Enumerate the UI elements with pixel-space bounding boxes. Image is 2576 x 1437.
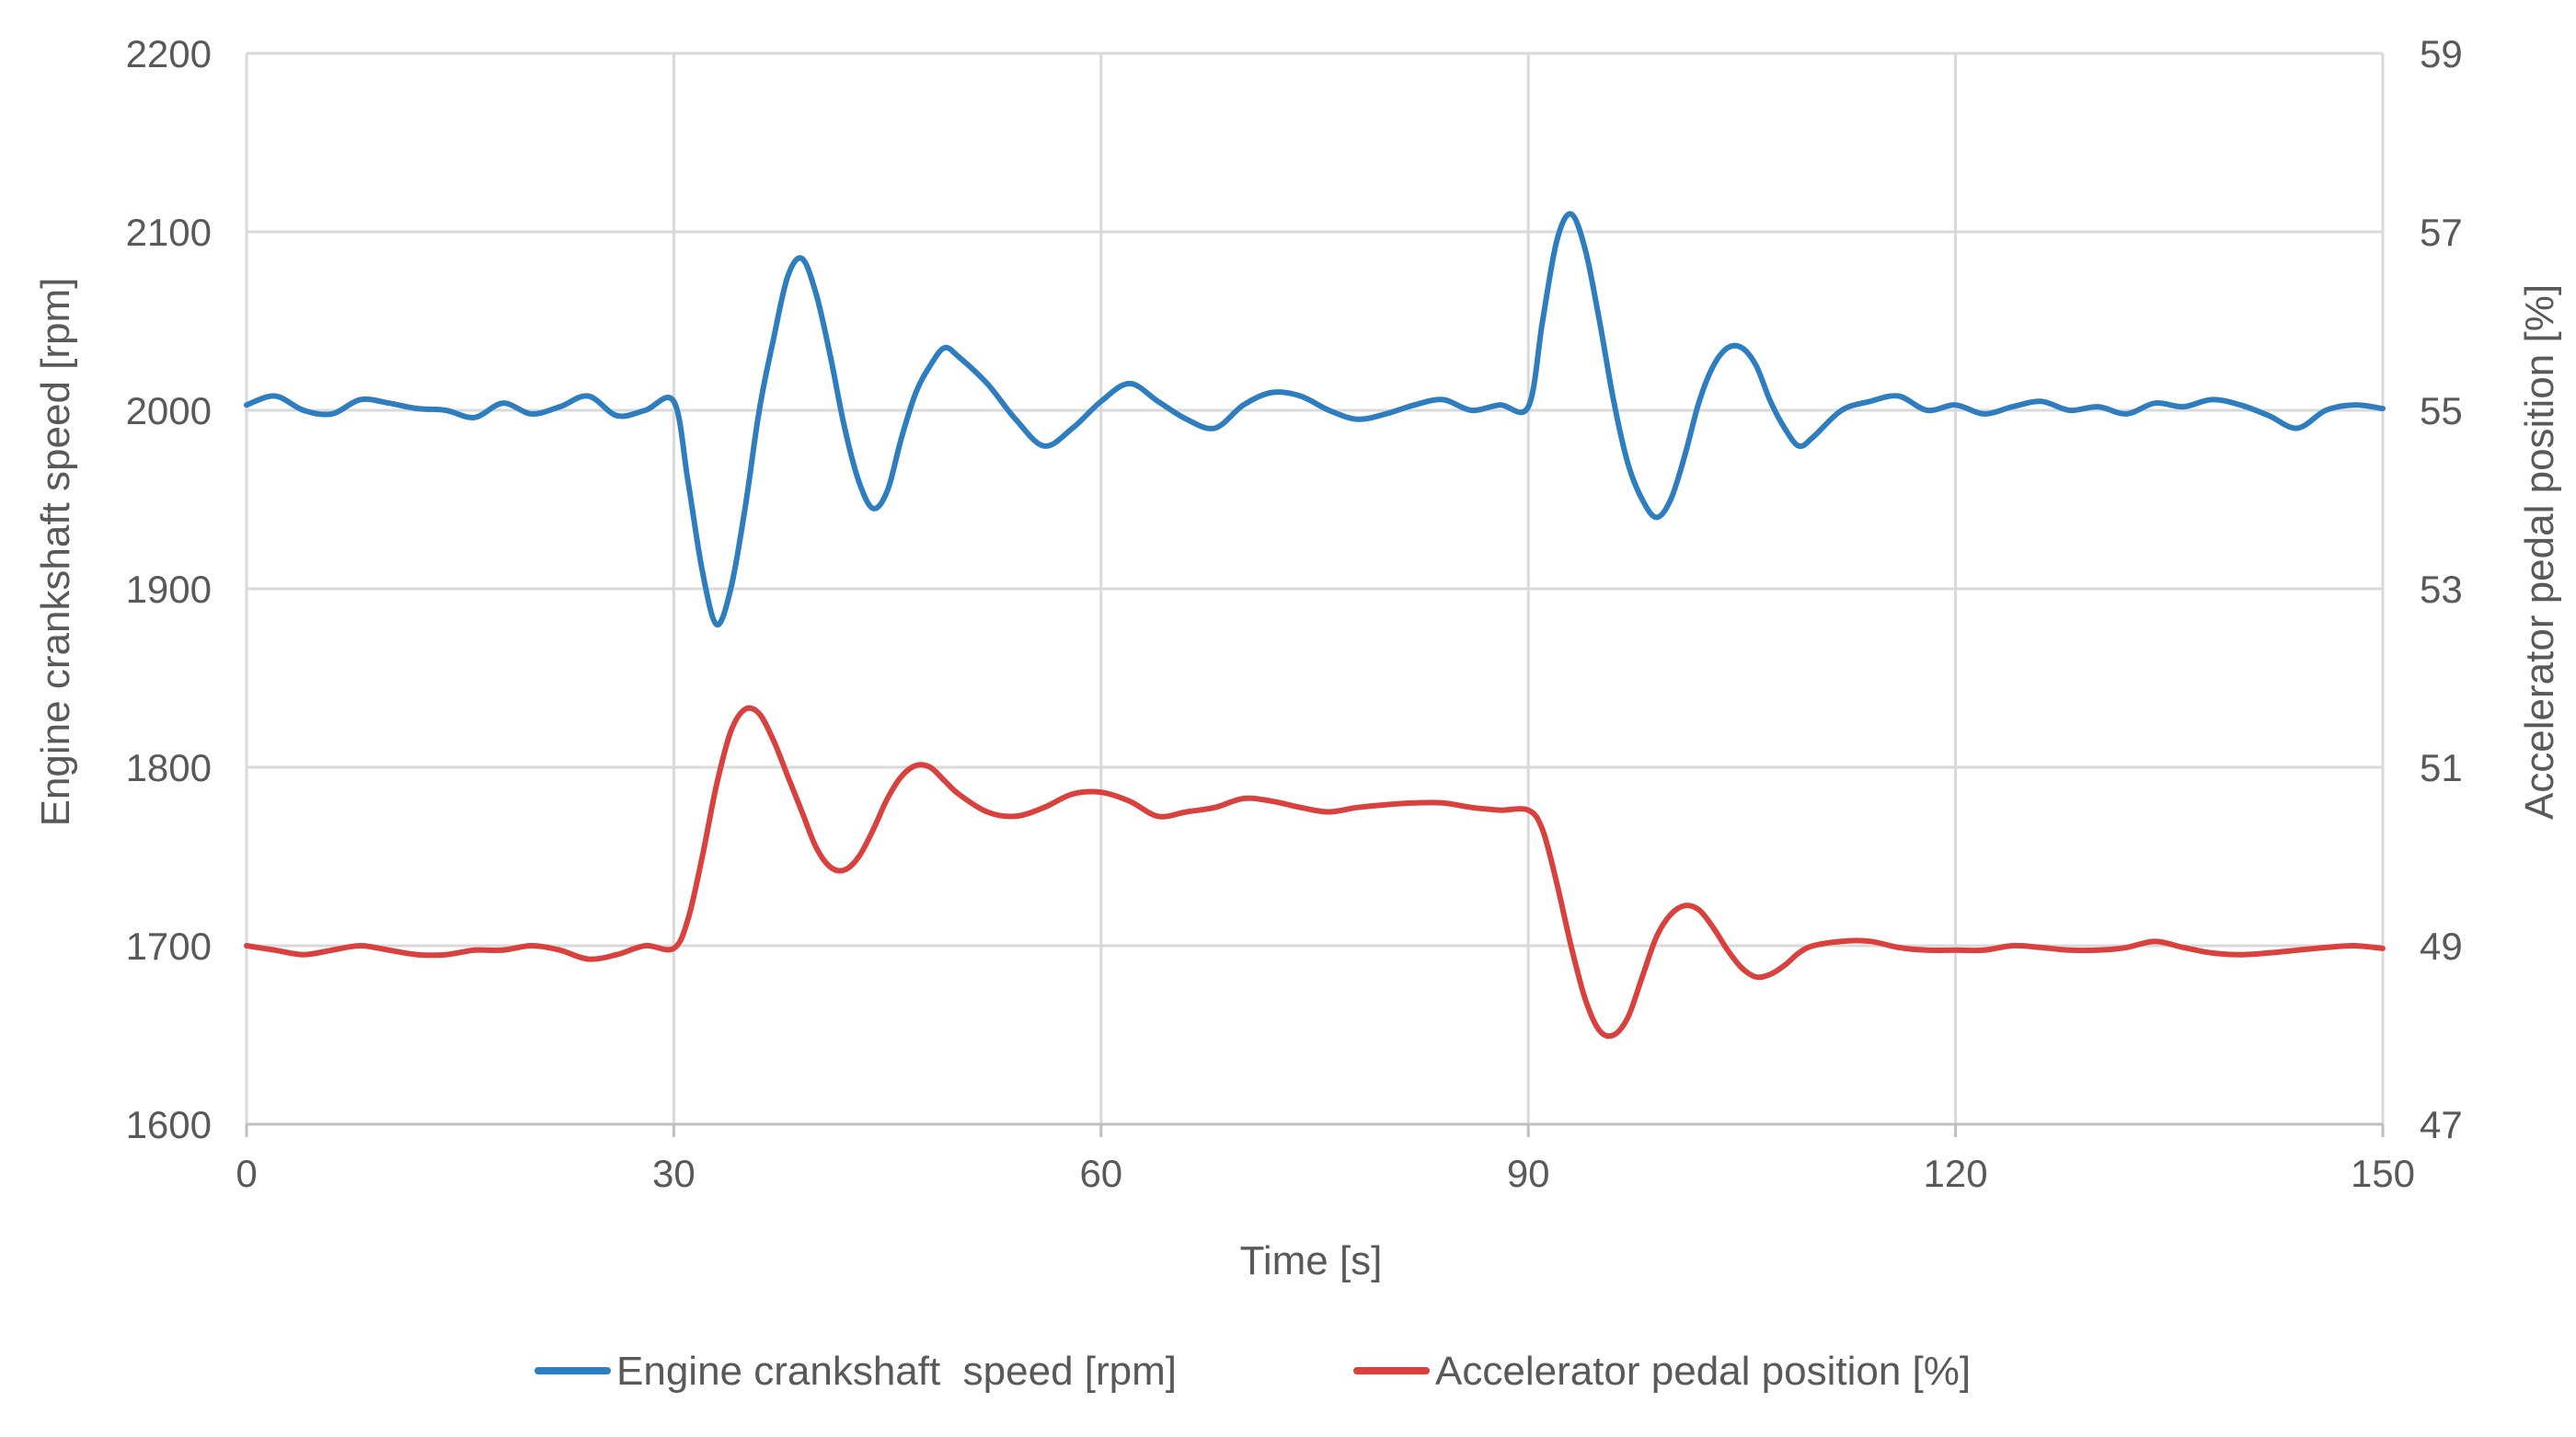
y-right-tick-label: 59 — [2420, 32, 2463, 75]
x-tick-label: 90 — [1507, 1152, 1550, 1195]
x-tick-label: 30 — [652, 1152, 696, 1195]
x-axis-title: Time [s] — [1240, 1238, 1383, 1283]
y-left-tick-label: 1800 — [126, 746, 212, 789]
x-tick-label: 150 — [2351, 1152, 2415, 1195]
legend-label-engine-speed: Engine crankshaft speed [rpm] — [616, 1349, 1177, 1394]
y-right-tick-label: 55 — [2420, 389, 2463, 432]
series-lines — [244, 211, 2386, 1040]
x-tick-labels: 0 30 60 90 120 150 — [236, 1152, 2415, 1195]
y-axis-title-right: Accelerator pedal position [%] — [2517, 284, 2562, 820]
y-right-tick-label: 47 — [2420, 1103, 2463, 1146]
x-tick-label: 0 — [236, 1152, 257, 1195]
x-tick-label: 120 — [1924, 1152, 1988, 1195]
y-left-tick-label: 2100 — [126, 211, 212, 254]
y-left-tick-label: 1600 — [126, 1103, 212, 1146]
y-right-tick-label: 57 — [2420, 211, 2463, 254]
horizontal-gridlines — [245, 52, 2385, 1137]
series-line-engine-speed — [244, 211, 2386, 627]
y-left-tick-label: 2000 — [126, 389, 212, 432]
legend-label-accelerator-pedal: Accelerator pedal position [%] — [1435, 1349, 1971, 1394]
y-left-tick-labels: 1600 1700 1800 1900 2000 2100 2200 — [126, 32, 212, 1146]
y-right-tick-label: 53 — [2420, 568, 2463, 611]
y-left-tick-label: 1700 — [126, 925, 212, 968]
y-left-tick-label: 2200 — [126, 32, 212, 75]
y-right-tick-labels: 47 49 51 53 55 57 59 — [2420, 32, 2463, 1146]
y-right-tick-label: 49 — [2420, 925, 2463, 968]
series-line-accelerator-pedal — [244, 705, 2386, 1040]
y-axis-title-left: Engine crankshaft speed [rpm] — [33, 278, 78, 827]
y-left-tick-label: 1900 — [126, 568, 212, 611]
legend: Engine crankshaft speed [rpm] Accelerato… — [535, 1349, 1971, 1394]
y-right-tick-label: 51 — [2420, 746, 2463, 789]
x-tick-label: 60 — [1079, 1152, 1122, 1195]
